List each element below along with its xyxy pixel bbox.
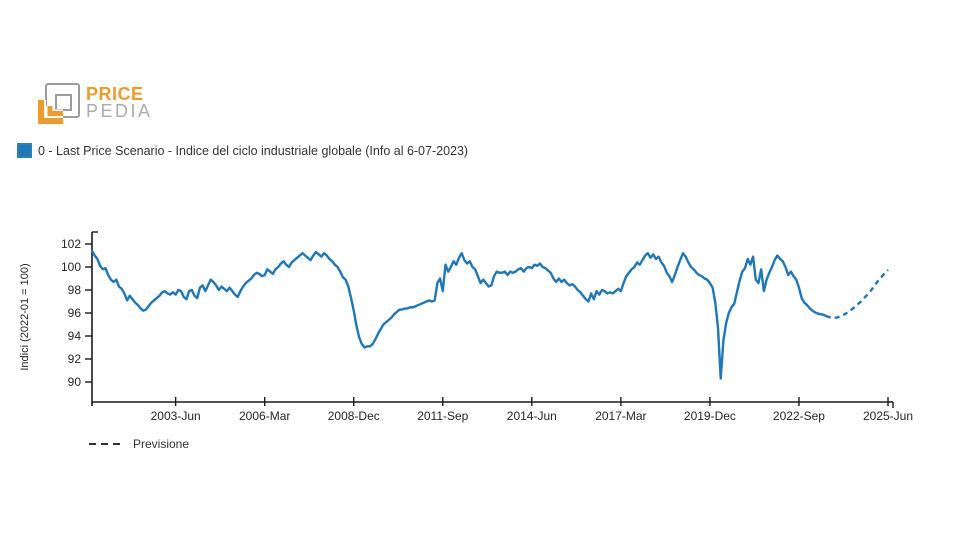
x-tick-label: 2022-Sep: [773, 409, 825, 423]
series-legend-label: 0 - Last Price Scenario - Indice del cic…: [38, 143, 469, 158]
logo-word-pedia: PEDIA: [86, 101, 153, 121]
y-tick-label: 98: [68, 283, 82, 297]
historical-series-line: [90, 249, 828, 380]
logo-word-price: PRICE: [86, 84, 144, 104]
y-tick-label: 102: [61, 237, 81, 251]
x-tick-label: 2006-Mar: [239, 409, 290, 423]
x-tick-label: 2025-Jun: [863, 409, 913, 423]
y-tick-label: 94: [68, 329, 82, 343]
forecast-legend: Previsione: [88, 437, 189, 451]
series-legend: 0 - Last Price Scenario - Indice del cic…: [17, 143, 468, 158]
y-tick-label: 100: [61, 260, 81, 274]
y-tick-label: 92: [68, 352, 82, 366]
pricepedia-logo-icon: [38, 83, 80, 126]
x-tick-label: 2003-Jun: [151, 409, 201, 423]
series-legend-swatch-icon: [17, 143, 32, 158]
y-tick-label: 90: [68, 375, 82, 389]
pricepedia-logo: PRICE PEDIA: [38, 80, 153, 128]
y-axis-title: Indici (2022-01 = 100): [19, 263, 31, 370]
x-tick-label: 2017-Mar: [595, 409, 646, 423]
forecast-series-line: [825, 269, 889, 320]
x-tick-label: 2014-Jun: [507, 409, 557, 423]
logo-wordmark: PRICE PEDIA: [86, 84, 153, 121]
x-tick-label: 2011-Sep: [417, 409, 468, 423]
y-tick-label: 96: [68, 306, 82, 320]
forecast-dashed-line-icon: [89, 443, 123, 445]
x-tick-label: 2008-Dec: [328, 409, 380, 423]
x-tick-label: 2019-Dec: [684, 409, 736, 423]
forecast-legend-label: Previsione: [133, 437, 190, 451]
